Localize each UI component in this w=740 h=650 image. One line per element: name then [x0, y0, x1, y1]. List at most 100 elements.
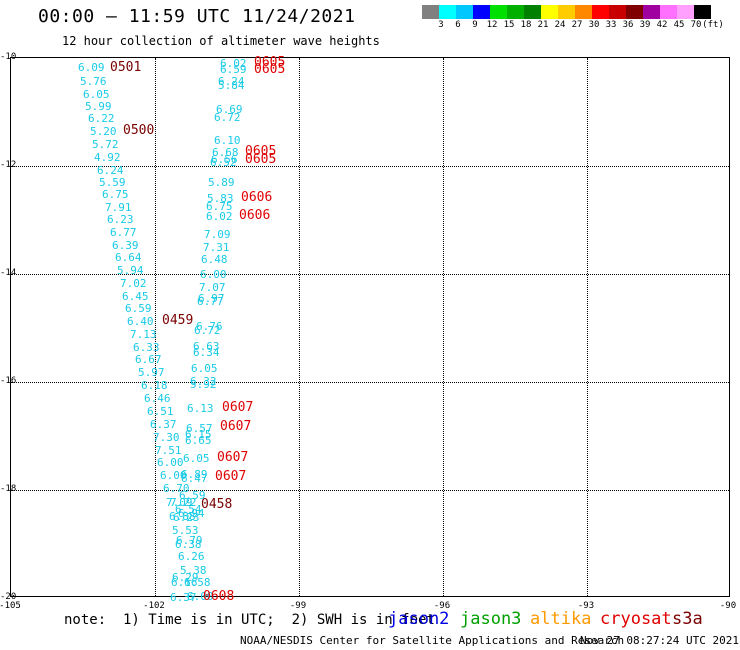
wave-height-value: 6.38 [175, 538, 202, 551]
color-swatch [660, 5, 677, 19]
pass-time-label: 0500 [123, 123, 155, 138]
wave-height-value: 6.51 [147, 405, 174, 418]
map-title: 00:00 – 11:59 UTC 11/24/2021 [38, 6, 356, 27]
wave-height-value: 6.05 [83, 88, 110, 101]
color-swatch [422, 5, 439, 19]
wave-height-value: 6.33 [133, 341, 160, 354]
wave-height-value: 6.88 [169, 510, 196, 523]
color-legend-label: (ft) [702, 20, 724, 30]
color-legend-label: 36 [622, 20, 634, 30]
color-legend-labels: 3 6 9 12 15 18 21 24 27 30 33 36 39 42 45 70 (ft) [422, 20, 740, 34]
color-swatch [524, 5, 541, 19]
satellite-legend-altika: altika [530, 609, 592, 629]
color-legend-label: 30 [588, 20, 600, 30]
footer-note: note: 1) Time is in UTC; 2) SWH is in fe… [64, 612, 435, 628]
satellite-legend-cryosat: cryosat [600, 609, 672, 629]
longitude-label: -105 [0, 601, 21, 611]
latitude-label: -16 [0, 376, 17, 386]
latitude-label: -12 [0, 160, 17, 170]
wave-height-value: 6.59 [220, 63, 247, 76]
wave-height-value: 6.77 [197, 295, 224, 308]
color-legend-label: 45 [673, 20, 685, 30]
pass-time-label: 0605 [245, 152, 277, 167]
wave-height-value: 6.02 [220, 57, 247, 70]
latitude-label: -10 [0, 52, 17, 62]
wave-height-value: 6.00 [160, 469, 187, 482]
wave-height-value: 5.94 [117, 264, 144, 277]
pass-time-label: 0607 [215, 469, 247, 484]
wave-height-value: 7.09 [166, 496, 193, 509]
wave-height-value: 6.24 [97, 164, 124, 177]
satellite-legend-jason3: jason3 [460, 609, 522, 629]
wave-height-value: 6.22 [88, 112, 115, 125]
wave-height-value: 6.13 [187, 402, 214, 415]
wave-height-value: 6.76 [196, 320, 223, 333]
color-legend-label: 3 [438, 20, 444, 30]
latitude-label: -18 [0, 484, 17, 494]
wave-height-value: 5.76 [80, 75, 107, 88]
longitude-gridline [155, 58, 156, 596]
pass-time-label: 0605 [254, 55, 286, 70]
wave-height-value: 6.09 [78, 61, 105, 74]
pass-time-label: 0501 [110, 60, 142, 75]
pass-time-label: 0606 [239, 208, 271, 223]
pass-time-label: 0607 [217, 450, 249, 465]
color-swatch [507, 5, 524, 19]
wave-height-value: 6.39 [112, 239, 139, 252]
wave-height-value: 6.32 [190, 375, 217, 388]
color-legend-label: 70 [690, 20, 702, 30]
longitude-label: -99 [289, 601, 307, 611]
wave-height-value: 6.10 [214, 134, 241, 147]
wave-height-value: 6.89 [181, 468, 208, 481]
longitude-label: -90 [719, 601, 737, 611]
color-swatch [626, 5, 643, 19]
longitude-gridline [299, 58, 300, 596]
latitude-label: -14 [0, 268, 17, 278]
wave-height-value: 7.30 [153, 431, 180, 444]
latitude-gridline [11, 490, 729, 491]
wave-height-value: 5.59 [99, 176, 126, 189]
wave-height-value: 7.02 [120, 277, 147, 290]
wave-height-value: 5.97 [138, 366, 165, 379]
longitude-label: -93 [577, 601, 595, 611]
color-swatch [609, 5, 626, 19]
wave-height-value: 6.34 [193, 346, 220, 359]
wave-height-value: 7.13 [130, 328, 157, 341]
wave-height-value: 6.47 [181, 472, 208, 485]
wave-height-value: 6.97 [198, 292, 225, 305]
wave-height-value: 6.16 [171, 576, 198, 589]
wave-height-value: 5.84 [218, 79, 245, 92]
wave-height-value: 6.59 [125, 302, 152, 315]
latitude-label: -20 [0, 592, 17, 602]
wave-height-value: 6.48 [201, 253, 228, 266]
longitude-label: -96 [433, 601, 451, 611]
longitude-gridline [587, 58, 588, 596]
wave-height-value: 6.00 [187, 590, 214, 603]
wave-height-value: 6.26 [178, 550, 205, 563]
wave-height-value: 6.72 [194, 324, 221, 337]
wave-height-value: 6.15 [185, 428, 212, 441]
wave-height-value: 6.05 [191, 362, 218, 375]
wave-height-value: 6.56 [211, 153, 238, 166]
color-swatch [490, 5, 507, 19]
wave-height-value: 6.69 [216, 103, 243, 116]
wave-height-value: 6.37 [170, 591, 197, 604]
color-legend-label: 39 [639, 20, 651, 30]
color-swatch [677, 5, 694, 19]
pass-time-label: 0458 [201, 497, 233, 512]
wave-height-value: 7.09 [204, 228, 231, 241]
color-legend-label: 27 [571, 20, 583, 30]
wave-height-value: 6.67 [135, 353, 162, 366]
longitude-label: -102 [143, 601, 165, 611]
wave-height-value: 6.23 [107, 213, 134, 226]
color-legend-label: 24 [554, 20, 566, 30]
wave-height-value: 6.18 [141, 379, 168, 392]
longitude-gridline [443, 58, 444, 596]
color-swatch [439, 5, 456, 19]
wave-height-value: 6.77 [110, 226, 137, 239]
satellite-legend-jason2: jason2 [388, 609, 450, 629]
color-legend-label: 9 [472, 20, 478, 30]
pass-time-label: 0607 [220, 419, 252, 434]
wave-height-value: 5.20 [90, 125, 117, 138]
color-legend-label: 12 [486, 20, 498, 30]
